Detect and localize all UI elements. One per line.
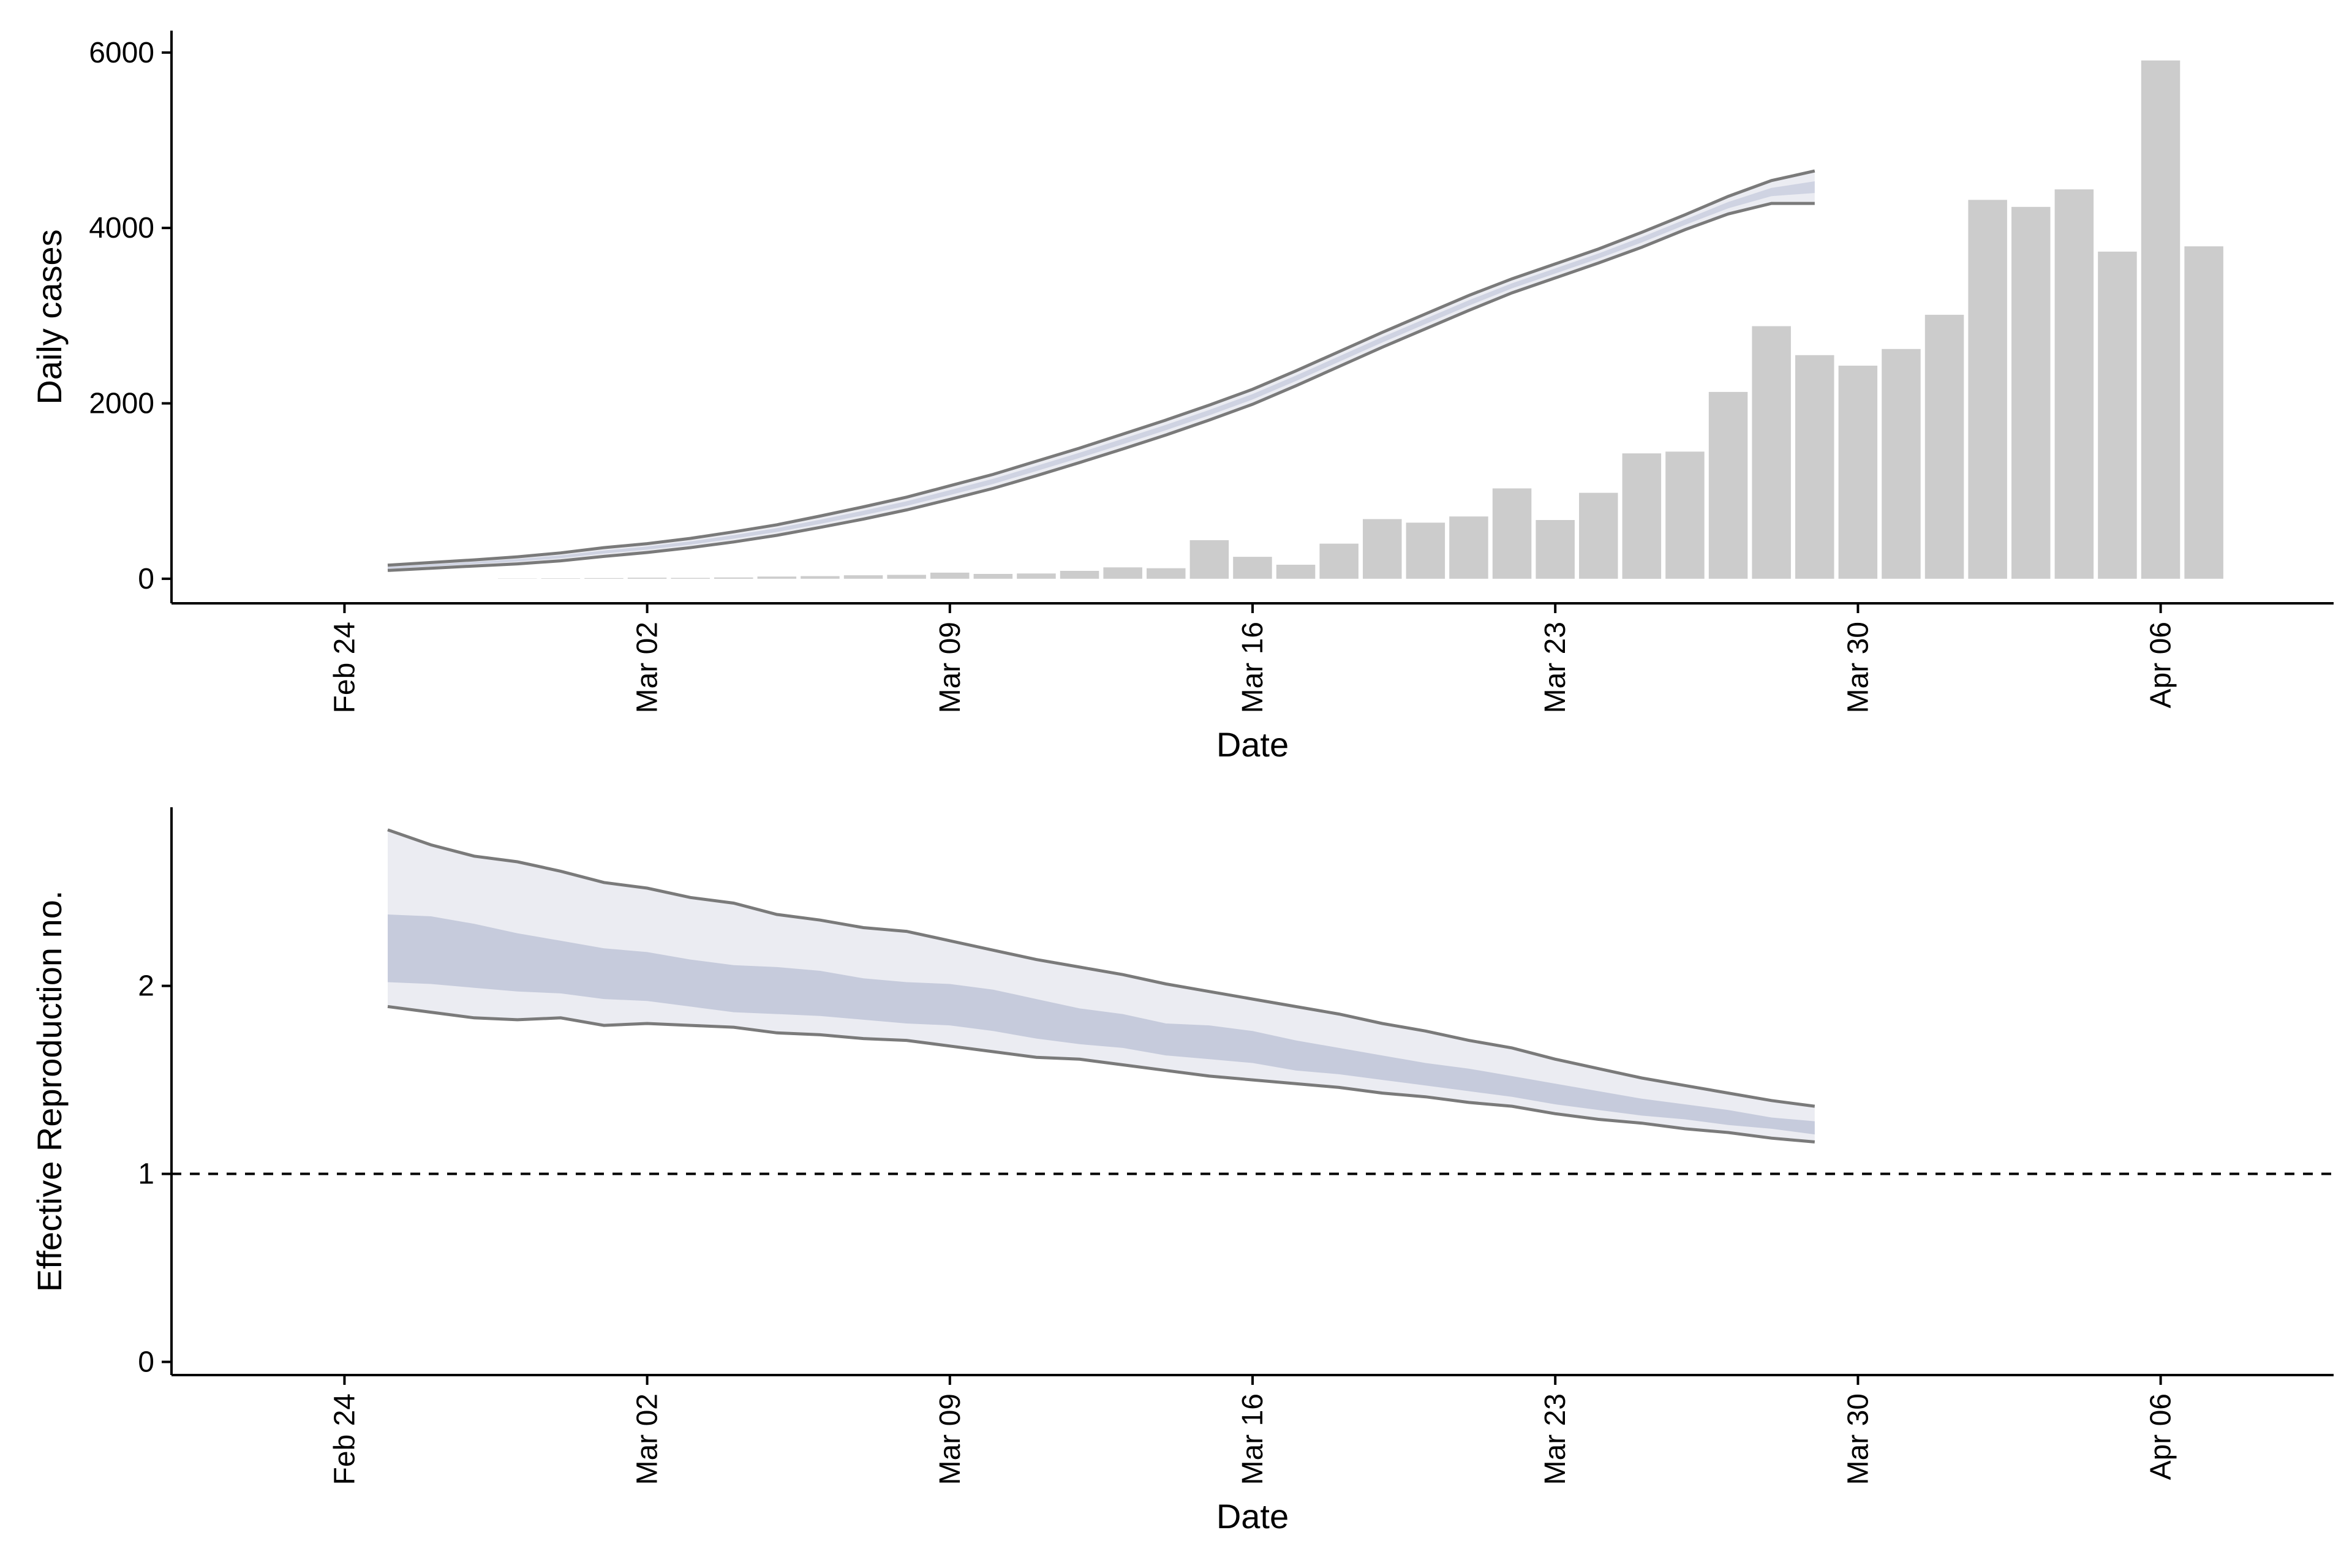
case-bar <box>1708 391 1748 579</box>
case-bar <box>757 576 797 579</box>
case-bar <box>1276 565 1316 579</box>
x-tick-label: Mar 02 <box>631 1393 664 1485</box>
case-bar <box>1147 568 1186 579</box>
case-bar <box>2011 206 2051 579</box>
y-tick-label: 1 <box>138 1158 154 1191</box>
estimate-lower-line <box>387 202 1815 572</box>
case-bar <box>1924 314 1964 579</box>
y-tick-label: 6000 <box>89 37 154 69</box>
reproduction-number-panel: 0 1 2 Feb 24 Mar 02 Mar 09 Mar 16 Mar 23 Mar 30 A… <box>30 807 2334 1536</box>
case-bar <box>1882 349 1921 579</box>
x-tick-label: Mar 16 <box>1237 1393 1269 1485</box>
case-bar <box>973 574 1013 579</box>
case-bar <box>584 578 624 579</box>
y-axis-title: Daily cases <box>30 229 69 404</box>
x-tick-label: Mar 23 <box>1539 622 1572 713</box>
estimate-upper-line <box>387 828 1815 1108</box>
case-bar <box>1319 543 1359 579</box>
case-bar <box>541 578 581 579</box>
x-tick-label: Mar 30 <box>1842 622 1874 713</box>
case-bar <box>2141 60 2180 579</box>
case-bar <box>714 577 753 579</box>
x-tick-label: Mar 02 <box>631 622 664 713</box>
case-bar <box>1665 451 1705 579</box>
case-bar <box>887 575 926 579</box>
y-tick-label: 4000 <box>89 212 154 244</box>
x-tick-label: Mar 09 <box>934 622 967 713</box>
case-bar <box>1449 516 1488 579</box>
case-bars <box>498 60 2223 579</box>
case-bar <box>2054 189 2094 579</box>
case-bar <box>627 578 667 579</box>
case-bar <box>1233 557 1272 579</box>
daily-cases-panel: 0 2000 4000 6000 Feb 24 Mar 02 Mar 09 Mar 16 Mar… <box>30 31 2334 764</box>
x-tick-label: Mar 16 <box>1237 622 1269 713</box>
case-bar <box>1795 355 1834 579</box>
case-bar <box>671 578 710 579</box>
case-bar <box>1363 519 1402 579</box>
case-bar <box>1968 200 2007 579</box>
case-bar <box>2098 251 2137 579</box>
case-bar <box>930 572 970 579</box>
case-bar <box>1752 326 1791 579</box>
y-tick-label: 2 <box>138 970 154 1003</box>
estimate-band-inner <box>388 914 1815 1135</box>
x-tick-label: Mar 23 <box>1539 1393 1572 1485</box>
x-tick-label: Mar 09 <box>934 1393 967 1485</box>
case-bar <box>2184 246 2223 579</box>
case-bar <box>801 576 840 579</box>
x-tick-label: Apr 06 <box>2145 1393 2177 1480</box>
case-bar <box>843 575 883 579</box>
estimate-upper-line <box>387 169 1815 567</box>
case-bar <box>1622 453 1662 579</box>
case-bar <box>1103 567 1142 579</box>
y-axis-title: Effective Reproduction no. <box>30 891 69 1292</box>
x-tick-label: Feb 24 <box>328 622 361 713</box>
case-bar <box>1492 488 1532 579</box>
x-axis-title: Date <box>1216 725 1289 764</box>
x-tick-label: Mar 30 <box>1842 1393 1874 1485</box>
case-bar <box>1017 573 1056 579</box>
y-tick-label: 2000 <box>89 388 154 420</box>
case-bar <box>1189 540 1229 579</box>
estimate-band-outer <box>388 829 1815 1142</box>
case-bar <box>1838 366 1878 579</box>
case-bar <box>1060 571 1099 579</box>
case-bar <box>1536 520 1575 579</box>
x-tick-label: Apr 06 <box>2145 622 2177 708</box>
x-axis-title: Date <box>1216 1497 1289 1536</box>
y-tick-label: 0 <box>138 1346 154 1379</box>
case-bar <box>1579 492 1618 579</box>
case-bar <box>1406 522 1446 579</box>
x-tick-label: Feb 24 <box>328 1393 361 1485</box>
y-tick-label: 0 <box>138 563 154 595</box>
estimate-lower-line <box>387 1005 1815 1144</box>
